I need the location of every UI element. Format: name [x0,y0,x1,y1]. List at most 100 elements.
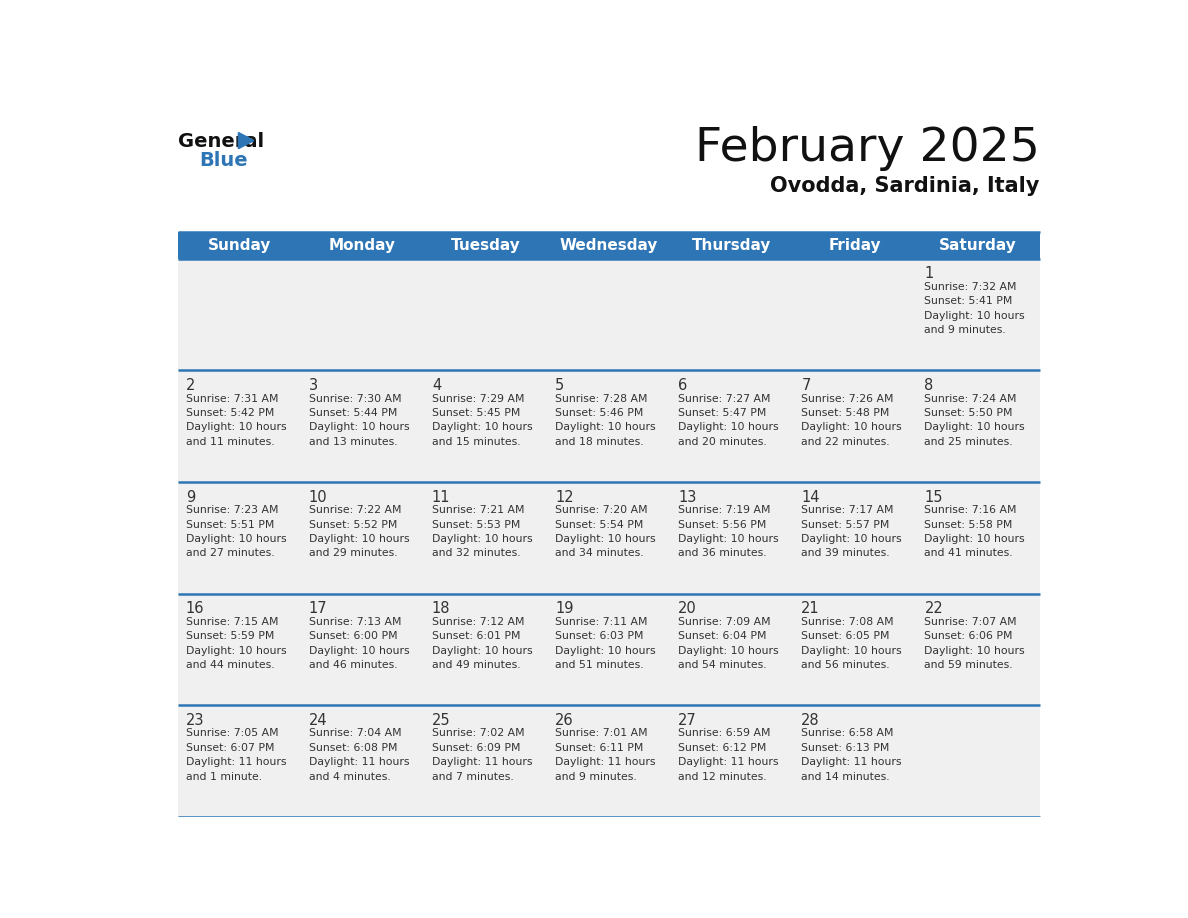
Text: 16: 16 [185,601,204,616]
Text: Sunday: Sunday [208,238,271,252]
Bar [178,482,301,594]
Bar [917,705,1040,817]
Text: 5: 5 [555,378,564,393]
Text: Sunrise: 7:12 AM
Sunset: 6:01 PM
Daylight: 10 hours
and 49 minutes.: Sunrise: 7:12 AM Sunset: 6:01 PM Dayligh… [432,617,532,670]
Text: Sunrise: 7:09 AM
Sunset: 6:04 PM
Daylight: 10 hours
and 54 minutes.: Sunrise: 7:09 AM Sunset: 6:04 PM Dayligh… [678,617,779,670]
Bar [424,482,548,594]
Text: February 2025: February 2025 [695,126,1040,171]
Text: 19: 19 [555,601,574,616]
Text: 24: 24 [309,713,328,728]
Text: Sunrise: 7:02 AM
Sunset: 6:09 PM
Daylight: 11 hours
and 7 minutes.: Sunrise: 7:02 AM Sunset: 6:09 PM Dayligh… [432,729,532,781]
Text: 27: 27 [678,713,697,728]
Text: Sunrise: 7:30 AM
Sunset: 5:44 PM
Daylight: 10 hours
and 13 minutes.: Sunrise: 7:30 AM Sunset: 5:44 PM Dayligh… [309,394,410,447]
Bar [917,594,1040,705]
Text: Sunrise: 7:13 AM
Sunset: 6:00 PM
Daylight: 10 hours
and 46 minutes.: Sunrise: 7:13 AM Sunset: 6:00 PM Dayligh… [309,617,410,670]
Bar [548,371,670,482]
Text: Sunrise: 6:58 AM
Sunset: 6:13 PM
Daylight: 11 hours
and 14 minutes.: Sunrise: 6:58 AM Sunset: 6:13 PM Dayligh… [801,729,902,781]
Text: Sunrise: 7:07 AM
Sunset: 6:06 PM
Daylight: 10 hours
and 59 minutes.: Sunrise: 7:07 AM Sunset: 6:06 PM Dayligh… [924,617,1025,670]
Text: Sunrise: 7:16 AM
Sunset: 5:58 PM
Daylight: 10 hours
and 41 minutes.: Sunrise: 7:16 AM Sunset: 5:58 PM Dayligh… [924,505,1025,558]
Text: Sunrise: 7:24 AM
Sunset: 5:50 PM
Daylight: 10 hours
and 25 minutes.: Sunrise: 7:24 AM Sunset: 5:50 PM Dayligh… [924,394,1025,447]
Text: 10: 10 [309,490,328,505]
Bar [917,371,1040,482]
Bar [670,371,794,482]
Text: 6: 6 [678,378,688,393]
Bar [670,594,794,705]
Bar [301,482,424,594]
Text: 23: 23 [185,713,204,728]
Text: Thursday: Thursday [693,238,772,252]
Bar [670,259,794,371]
Text: 2: 2 [185,378,195,393]
Text: Monday: Monday [329,238,396,252]
Text: Blue: Blue [200,151,248,170]
Bar [301,371,424,482]
Bar [794,594,917,705]
Text: Sunrise: 7:08 AM
Sunset: 6:05 PM
Daylight: 10 hours
and 56 minutes.: Sunrise: 7:08 AM Sunset: 6:05 PM Dayligh… [801,617,902,670]
Text: Sunrise: 7:21 AM
Sunset: 5:53 PM
Daylight: 10 hours
and 32 minutes.: Sunrise: 7:21 AM Sunset: 5:53 PM Dayligh… [432,505,532,558]
Text: 21: 21 [801,601,820,616]
Text: Sunrise: 7:26 AM
Sunset: 5:48 PM
Daylight: 10 hours
and 22 minutes.: Sunrise: 7:26 AM Sunset: 5:48 PM Dayligh… [801,394,902,447]
Text: Sunrise: 7:04 AM
Sunset: 6:08 PM
Daylight: 11 hours
and 4 minutes.: Sunrise: 7:04 AM Sunset: 6:08 PM Dayligh… [309,729,410,781]
Text: 9: 9 [185,490,195,505]
Bar [301,259,424,371]
Polygon shape [239,132,254,149]
Bar [178,371,301,482]
Bar [178,594,301,705]
Text: Sunrise: 7:17 AM
Sunset: 5:57 PM
Daylight: 10 hours
and 39 minutes.: Sunrise: 7:17 AM Sunset: 5:57 PM Dayligh… [801,505,902,558]
Text: Sunrise: 7:27 AM
Sunset: 5:47 PM
Daylight: 10 hours
and 20 minutes.: Sunrise: 7:27 AM Sunset: 5:47 PM Dayligh… [678,394,779,447]
Bar [548,259,670,371]
Text: 13: 13 [678,490,696,505]
Text: 15: 15 [924,490,943,505]
Text: 8: 8 [924,378,934,393]
Text: Sunrise: 7:05 AM
Sunset: 6:07 PM
Daylight: 11 hours
and 1 minute.: Sunrise: 7:05 AM Sunset: 6:07 PM Dayligh… [185,729,286,781]
Text: 18: 18 [432,601,450,616]
Text: 12: 12 [555,490,574,505]
Text: Ovodda, Sardinia, Italy: Ovodda, Sardinia, Italy [770,176,1040,196]
Text: Tuesday: Tuesday [451,238,520,252]
Text: 1: 1 [924,266,934,282]
Bar [424,259,548,371]
Text: Sunrise: 7:31 AM
Sunset: 5:42 PM
Daylight: 10 hours
and 11 minutes.: Sunrise: 7:31 AM Sunset: 5:42 PM Dayligh… [185,394,286,447]
Text: Sunrise: 7:22 AM
Sunset: 5:52 PM
Daylight: 10 hours
and 29 minutes.: Sunrise: 7:22 AM Sunset: 5:52 PM Dayligh… [309,505,410,558]
Bar [178,232,1040,259]
Text: 28: 28 [801,713,820,728]
Text: 20: 20 [678,601,697,616]
Text: 22: 22 [924,601,943,616]
Text: Sunrise: 6:59 AM
Sunset: 6:12 PM
Daylight: 11 hours
and 12 minutes.: Sunrise: 6:59 AM Sunset: 6:12 PM Dayligh… [678,729,778,781]
Bar [424,594,548,705]
Text: 4: 4 [432,378,441,393]
Text: Saturday: Saturday [940,238,1017,252]
Text: Sunrise: 7:11 AM
Sunset: 6:03 PM
Daylight: 10 hours
and 51 minutes.: Sunrise: 7:11 AM Sunset: 6:03 PM Dayligh… [555,617,656,670]
Text: General: General [178,131,264,151]
Text: Sunrise: 7:28 AM
Sunset: 5:46 PM
Daylight: 10 hours
and 18 minutes.: Sunrise: 7:28 AM Sunset: 5:46 PM Dayligh… [555,394,656,447]
Bar [178,259,301,371]
Text: Sunrise: 7:19 AM
Sunset: 5:56 PM
Daylight: 10 hours
and 36 minutes.: Sunrise: 7:19 AM Sunset: 5:56 PM Dayligh… [678,505,779,558]
Bar [424,371,548,482]
Bar [178,705,301,817]
Bar [670,705,794,817]
Text: 3: 3 [309,378,318,393]
Text: 14: 14 [801,490,820,505]
Bar [548,482,670,594]
Bar [301,594,424,705]
Text: Sunrise: 7:15 AM
Sunset: 5:59 PM
Daylight: 10 hours
and 44 minutes.: Sunrise: 7:15 AM Sunset: 5:59 PM Dayligh… [185,617,286,670]
Bar [794,482,917,594]
Bar [917,482,1040,594]
Bar [548,705,670,817]
Text: Sunrise: 7:20 AM
Sunset: 5:54 PM
Daylight: 10 hours
and 34 minutes.: Sunrise: 7:20 AM Sunset: 5:54 PM Dayligh… [555,505,656,558]
Bar [794,705,917,817]
Text: 11: 11 [432,490,450,505]
Text: 25: 25 [432,713,450,728]
Text: Sunrise: 7:32 AM
Sunset: 5:41 PM
Daylight: 10 hours
and 9 minutes.: Sunrise: 7:32 AM Sunset: 5:41 PM Dayligh… [924,282,1025,335]
Text: Wednesday: Wednesday [560,238,658,252]
Bar [794,259,917,371]
Text: 17: 17 [309,601,328,616]
Text: 7: 7 [801,378,810,393]
Bar [424,705,548,817]
Bar [548,594,670,705]
Bar [917,259,1040,371]
Text: Friday: Friday [829,238,881,252]
Text: Sunrise: 7:29 AM
Sunset: 5:45 PM
Daylight: 10 hours
and 15 minutes.: Sunrise: 7:29 AM Sunset: 5:45 PM Dayligh… [432,394,532,447]
Bar [301,705,424,817]
Bar [794,371,917,482]
